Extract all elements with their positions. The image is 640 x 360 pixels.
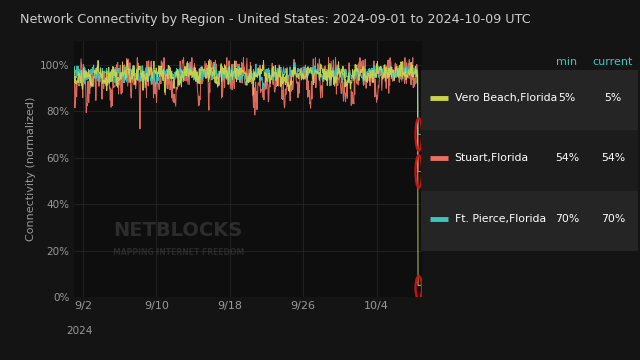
- Text: Ft. Pierce,Florida: Ft. Pierce,Florida: [455, 214, 546, 224]
- Y-axis label: Connectivity (normalized): Connectivity (normalized): [26, 97, 36, 242]
- Text: MAPPING INTERNET FREEDOM: MAPPING INTERNET FREEDOM: [113, 248, 244, 257]
- FancyBboxPatch shape: [422, 70, 637, 130]
- Text: 54%: 54%: [555, 153, 579, 163]
- Text: min: min: [556, 57, 578, 67]
- Text: 5%: 5%: [604, 93, 621, 103]
- Text: 5%: 5%: [559, 93, 575, 103]
- Text: Vero Beach,Florida: Vero Beach,Florida: [455, 93, 557, 103]
- Text: Stuart,Florida: Stuart,Florida: [455, 153, 529, 163]
- Text: Network Connectivity by Region - United States: 2024-09-01 to 2024-10-09 UTC: Network Connectivity by Region - United …: [20, 13, 531, 26]
- FancyBboxPatch shape: [422, 191, 637, 251]
- Text: current: current: [593, 57, 633, 67]
- Text: 70%: 70%: [601, 214, 625, 224]
- Text: 54%: 54%: [601, 153, 625, 163]
- Text: 2024: 2024: [67, 326, 93, 336]
- FancyBboxPatch shape: [422, 130, 637, 191]
- Text: NETBLOCKS: NETBLOCKS: [114, 221, 243, 240]
- Text: 70%: 70%: [555, 214, 579, 224]
